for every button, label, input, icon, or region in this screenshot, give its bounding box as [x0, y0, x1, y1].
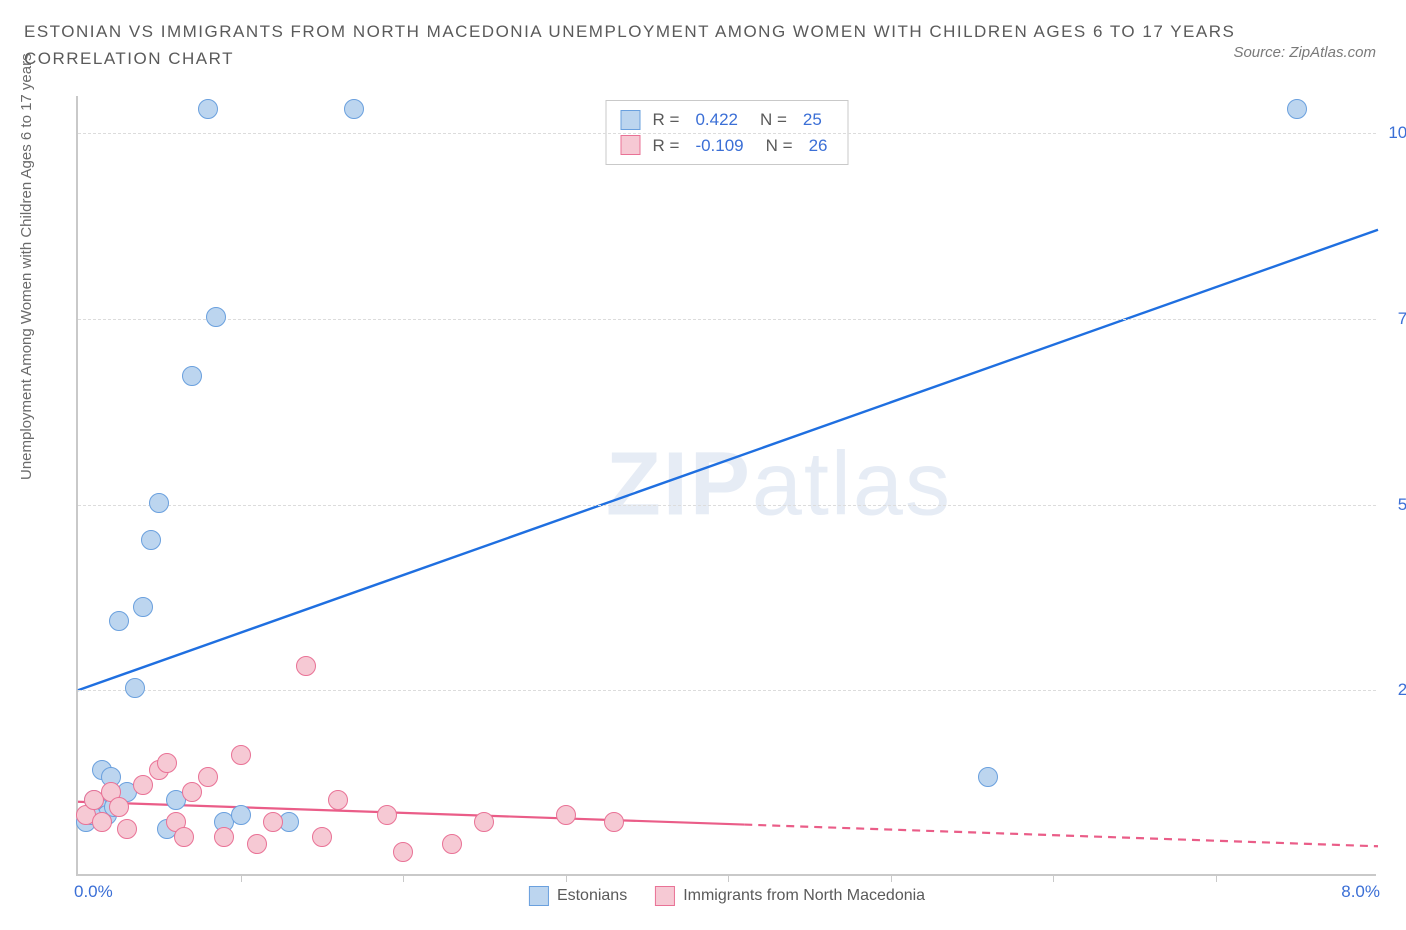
y-tick-label: 50.0%	[1398, 495, 1406, 515]
data-point	[157, 753, 177, 773]
data-point	[231, 745, 251, 765]
x-tick-label: 0.0%	[74, 882, 113, 902]
data-point	[125, 678, 145, 698]
data-point	[1287, 99, 1307, 119]
legend-item: Immigrants from North Macedonia	[655, 886, 925, 906]
data-point	[442, 834, 462, 854]
data-point	[474, 812, 494, 832]
series-legend: Estonians Immigrants from North Macedonia	[529, 886, 925, 906]
data-point	[198, 99, 218, 119]
grid-line	[78, 319, 1376, 320]
data-point	[133, 597, 153, 617]
data-point	[92, 812, 112, 832]
data-point	[174, 827, 194, 847]
y-tick-label: 100.0%	[1388, 123, 1406, 143]
data-point	[141, 530, 161, 550]
data-point	[978, 767, 998, 787]
chart-svg	[78, 96, 1376, 874]
data-point	[247, 834, 267, 854]
legend-swatch	[655, 886, 675, 906]
y-tick-label: 75.0%	[1398, 309, 1406, 329]
y-axis-label: Unemployment Among Women with Children A…	[18, 53, 35, 480]
data-point	[149, 493, 169, 513]
data-point	[231, 805, 251, 825]
data-point	[344, 99, 364, 119]
data-point	[117, 819, 137, 839]
data-point	[263, 812, 283, 832]
data-point	[182, 782, 202, 802]
data-point	[182, 366, 202, 386]
data-point	[312, 827, 332, 847]
y-tick-label: 25.0%	[1398, 680, 1406, 700]
x-tick	[403, 874, 404, 882]
source-attribution: Source: ZipAtlas.com	[1233, 44, 1376, 61]
legend-row: R = -0.109 N = 26	[621, 133, 834, 159]
grid-line	[78, 505, 1376, 506]
legend-swatch	[621, 135, 641, 155]
data-point	[604, 812, 624, 832]
x-tick	[728, 874, 729, 882]
legend-item: Estonians	[529, 886, 627, 906]
grid-line	[78, 133, 1376, 134]
legend-row: R = 0.422 N = 25	[621, 107, 834, 133]
data-point	[133, 775, 153, 795]
x-tick	[566, 874, 567, 882]
data-point	[109, 611, 129, 631]
x-tick	[1053, 874, 1054, 882]
data-point	[393, 842, 413, 862]
x-tick	[891, 874, 892, 882]
data-point	[214, 827, 234, 847]
x-tick-label: 8.0%	[1341, 882, 1380, 902]
data-point	[377, 805, 397, 825]
x-tick	[241, 874, 242, 882]
data-point	[556, 805, 576, 825]
data-point	[206, 307, 226, 327]
chart-title-line2: CORRELATION CHART	[24, 45, 1382, 72]
legend-swatch	[529, 886, 549, 906]
data-point	[198, 767, 218, 787]
data-point	[328, 790, 348, 810]
x-tick	[1216, 874, 1217, 882]
data-point	[296, 656, 316, 676]
legend-swatch	[621, 110, 641, 130]
chart-title-line1: ESTONIAN VS IMMIGRANTS FROM NORTH MACEDO…	[24, 18, 1382, 45]
data-point	[109, 797, 129, 817]
scatter-chart: ZIPatlas R = 0.422 N = 25 R = -0.109 N =…	[76, 96, 1376, 876]
grid-line	[78, 690, 1376, 691]
